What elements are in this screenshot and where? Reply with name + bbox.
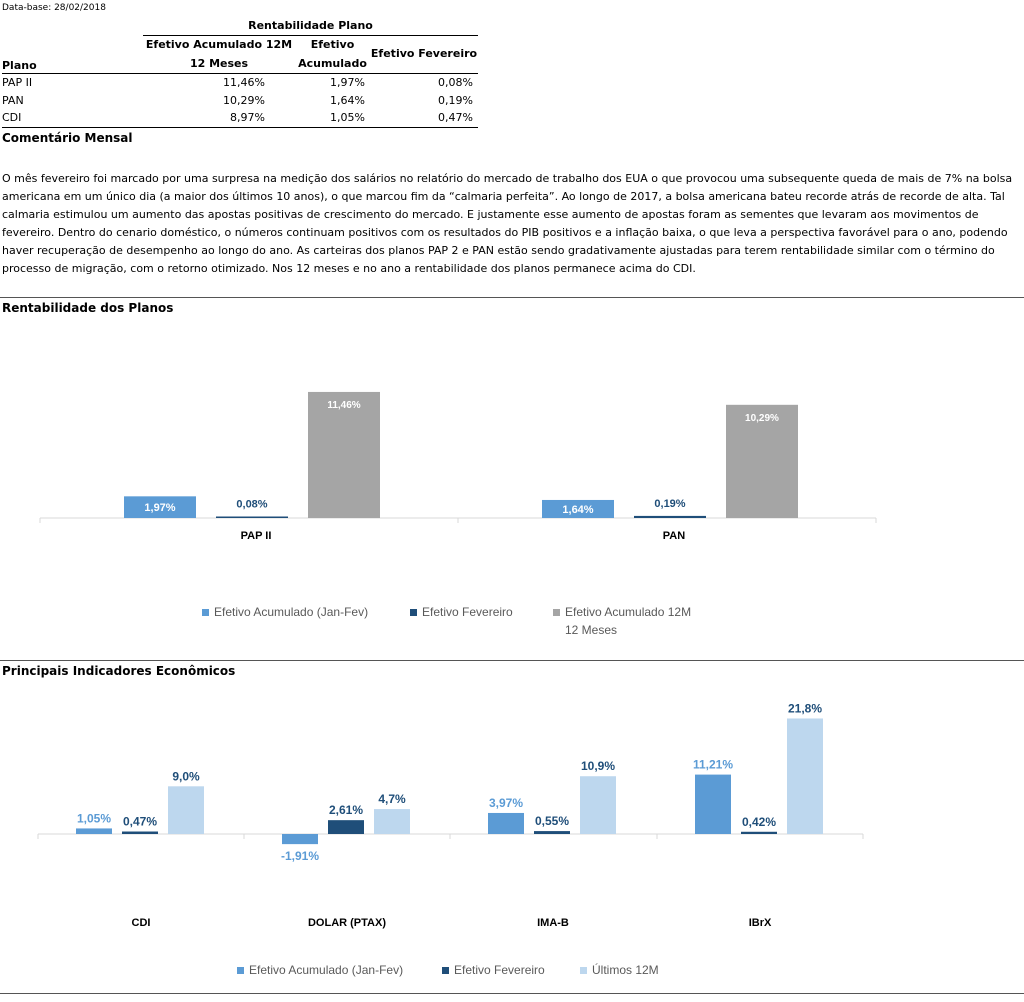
legend-swatch-ultimos-12m [580, 967, 587, 974]
category-label: DOLAR (PTAX) [308, 917, 386, 929]
chart-rentabilidade-planos: 1,97% 0,08% 11,46% PAP II 1,64% 0,19% 10,29% PA… [39, 391, 877, 637]
data-label: 1,05% [77, 811, 111, 825]
bar-fevereiro [328, 820, 364, 834]
bar-fevereiro [741, 831, 777, 834]
bar-acumulado [488, 812, 524, 834]
bar-acumulado [76, 828, 112, 834]
category-label: PAN [663, 530, 685, 542]
category-label: IBrX [749, 917, 772, 929]
bar-doze-meses [726, 404, 798, 518]
bar-acumulado [124, 496, 196, 518]
table-divider [143, 35, 478, 36]
comment-text: O mês fevereiro foi marcado por uma surp… [2, 172, 1013, 275]
section-title-indicadores: Principais Indicadores Econômicos [2, 664, 236, 678]
category-label: PAP II [241, 530, 272, 542]
category-label: IMA-B [537, 917, 569, 929]
data-label: 9,0% [172, 769, 200, 783]
rentabilidade-table: Rentabilidade Plano Efetivo Acumulado 12… [2, 16, 478, 128]
header-fevereiro: Efetivo Fevereiro [370, 47, 478, 60]
section-divider [0, 297, 1024, 298]
chart-indicadores-economicos: 1,05% 0,47% 9,0% CDI -1,91% 2,61% 4,7% DOLAR (P… [37, 701, 864, 977]
legend-swatch-acumulado [202, 609, 209, 616]
data-label: 21,8% [788, 701, 822, 715]
bar-acumulado [542, 499, 614, 518]
bar-fevereiro [122, 831, 158, 834]
legend-label: Efetivo Acumulado (Jan-Fev) [214, 605, 368, 619]
legend-label: Efetivo Fevereiro [422, 605, 513, 619]
table-row: PAN 10,29% 1,64% 0,19% [2, 94, 473, 107]
data-label: 1,97% [144, 502, 175, 514]
bar-acumulado [282, 834, 318, 845]
data-label: 11,46% [327, 400, 360, 411]
data-label: 0,19% [654, 498, 685, 510]
table-divider [2, 127, 478, 128]
section-divider [0, 660, 1024, 661]
comment-title: Comentário Mensal [2, 131, 133, 145]
data-label: 4,7% [378, 792, 406, 806]
bar-ultimos-12m [787, 718, 823, 834]
bar-fevereiro [634, 515, 706, 518]
legend-label: Últimos 12M [592, 962, 659, 977]
table-row: PAP II 11,46% 1,97% 0,08% [2, 76, 473, 89]
data-label: 1,64% [562, 504, 593, 516]
header-acumulado-12m: Efetivo Acumulado 12M 12 Meses [145, 38, 293, 70]
legend-label: Efetivo Acumulado 12M [565, 605, 691, 619]
legend-swatch-acumulado [237, 967, 244, 974]
data-label: 11,21% [693, 758, 733, 772]
data-label: 0,08% [236, 499, 267, 511]
table-group-title: Rentabilidade Plano [248, 19, 373, 32]
data-label: 3,97% [489, 796, 523, 810]
legend-label: Efetivo Fevereiro [454, 963, 545, 977]
legend-swatch-fevereiro [442, 967, 449, 974]
header-acumulado: Efetivo Acumulado [298, 38, 367, 70]
section-title-planos: Rentabilidade dos Planos [2, 301, 174, 315]
table-row: CDI 8,97% 1,05% 0,47% [2, 111, 473, 124]
bar-ultimos-12m [374, 809, 410, 834]
data-label: 0,47% [123, 815, 157, 829]
data-label: 10,29% [745, 413, 779, 424]
bar-ultimos-12m [168, 786, 204, 834]
bar-acumulado [695, 774, 731, 834]
bar-fevereiro [534, 831, 570, 834]
legend-swatch-doze-meses [553, 609, 560, 616]
data-label: 0,55% [535, 814, 569, 828]
legend-label: Efetivo Acumulado (Jan-Fev) [249, 963, 403, 977]
database-date: Data-base: 28/02/2018 [2, 3, 106, 13]
header-plano: Plano [2, 59, 37, 72]
bar-fevereiro [216, 516, 288, 518]
data-label: 2,61% [329, 803, 363, 817]
data-label: 0,42% [742, 815, 776, 829]
bar-ultimos-12m [580, 776, 616, 834]
data-label: -1,91% [281, 849, 319, 863]
table-divider [2, 73, 478, 74]
bar-doze-meses [308, 391, 380, 518]
category-label: CDI [132, 917, 151, 929]
section-divider [0, 993, 1024, 994]
legend-label: 12 Meses [565, 623, 617, 637]
legend-swatch-fevereiro [410, 609, 417, 616]
data-label: 10,9% [581, 759, 615, 773]
